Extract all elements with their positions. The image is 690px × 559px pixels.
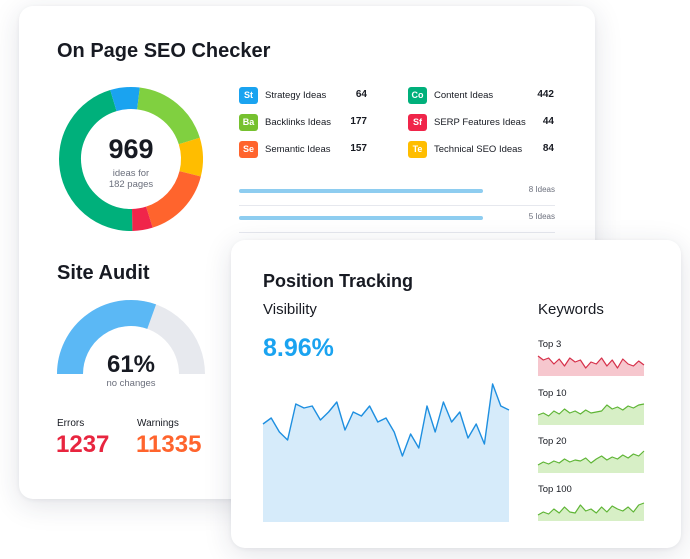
divider (239, 205, 555, 206)
sparkline-area (538, 503, 644, 521)
site-audit-gauge (57, 300, 205, 375)
idea-count: 177 (350, 116, 367, 127)
ideas-total: 969 (108, 134, 154, 164)
idea-serp-features[interactable]: Sf SERP Features Ideas (408, 113, 526, 131)
warnings-label: Warnings (137, 418, 179, 429)
idea-label: Content Ideas (434, 89, 494, 101)
keyword-group-label: Top 100 (538, 484, 572, 495)
site-audit-title: Site Audit (57, 262, 150, 284)
idea-content[interactable]: Co Content Ideas (408, 86, 493, 104)
visibility-area-chart[interactable] (262, 380, 510, 522)
top-20-sparkline[interactable] (537, 447, 645, 473)
ideas-subtitle-line2: 182 pages (108, 179, 154, 190)
idea-label: Technical SEO Ideas (434, 143, 523, 155)
idea-backlinks[interactable]: Ba Backlinks Ideas (239, 113, 331, 131)
content-badge-icon: Co (408, 86, 427, 104)
visibility-label: Visibility (263, 301, 317, 318)
donut-segment[interactable] (145, 170, 201, 228)
ideas-bar-label: 8 Ideas (528, 185, 555, 194)
warnings-value[interactable]: 11335 (136, 431, 202, 458)
idea-count: 44 (542, 116, 554, 127)
semantic-badge-icon: Se (239, 140, 258, 158)
visibility-area (263, 384, 509, 522)
donut-center: 969 ideas for 182 pages (56, 84, 206, 234)
visibility-line (262, 383, 510, 457)
audit-percent: 61% (106, 351, 156, 378)
ideas-donut-chart (59, 87, 203, 231)
visibility-value: 8.96% (263, 334, 334, 362)
donut-segment[interactable] (110, 87, 140, 112)
keyword-group-label: Top 20 (538, 436, 567, 447)
divider (239, 232, 555, 233)
idea-count: 157 (350, 143, 367, 154)
idea-label: Semantic Ideas (265, 143, 331, 155)
errors-value[interactable]: 1237 (56, 431, 110, 458)
gauge-fill (57, 300, 157, 375)
ideas-bar-row[interactable]: 5 Ideas (239, 210, 555, 233)
donut-segment[interactable] (136, 87, 200, 145)
ideas-subtitle-line1: ideas for (112, 168, 150, 179)
idea-strategy[interactable]: St Strategy Ideas (239, 86, 326, 104)
sparkline-area (538, 404, 644, 425)
keywords-label: Keywords (538, 301, 604, 318)
keyword-group-label: Top 10 (538, 388, 567, 399)
keyword-group-label: Top 3 (538, 339, 562, 350)
idea-count: 64 (355, 89, 367, 100)
technical-seo-badge-icon: Te (408, 140, 427, 158)
donut-segment[interactable] (131, 206, 153, 231)
top-100-sparkline[interactable] (537, 495, 645, 521)
serp-features-badge-icon: Sf (408, 113, 427, 131)
audit-status: no changes (106, 378, 156, 389)
top-10-sparkline[interactable] (537, 399, 645, 425)
idea-semantic[interactable]: Se Semantic Ideas (239, 140, 330, 158)
ideas-bar-row[interactable]: 8 Ideas (239, 183, 555, 206)
sparkline-area (538, 356, 644, 376)
donut-segment[interactable] (59, 90, 133, 231)
donut-segment[interactable] (178, 137, 203, 177)
sparkline-line (537, 355, 645, 369)
sparkline-area (538, 451, 644, 473)
ideas-bar-fill (239, 189, 483, 193)
sparkline-line (537, 502, 645, 516)
top-3-sparkline[interactable] (537, 350, 645, 376)
ideas-bar-fill (239, 216, 483, 220)
idea-count: 84 (542, 143, 554, 154)
strategy-badge-icon: St (239, 86, 258, 104)
ideas-bar-label: 5 Ideas (528, 212, 555, 221)
seo-checker-title: On Page SEO Checker (57, 40, 271, 62)
backlinks-badge-icon: Ba (239, 113, 258, 131)
idea-label: SERP Features Ideas (434, 116, 526, 128)
sparkline-line (537, 450, 645, 466)
sparkline-line (537, 403, 645, 417)
idea-label: Strategy Ideas (265, 89, 327, 101)
position-tracking-card: Position Tracking Visibility 8.96% Keywo… (231, 240, 681, 548)
errors-label: Errors (57, 418, 85, 429)
position-tracking-title: Position Tracking (263, 271, 414, 291)
idea-count: 442 (537, 89, 554, 100)
idea-technical-seo[interactable]: Te Technical SEO Ideas (408, 140, 522, 158)
idea-label: Backlinks Ideas (265, 116, 332, 128)
gauge-center: 61% no changes (56, 302, 206, 392)
